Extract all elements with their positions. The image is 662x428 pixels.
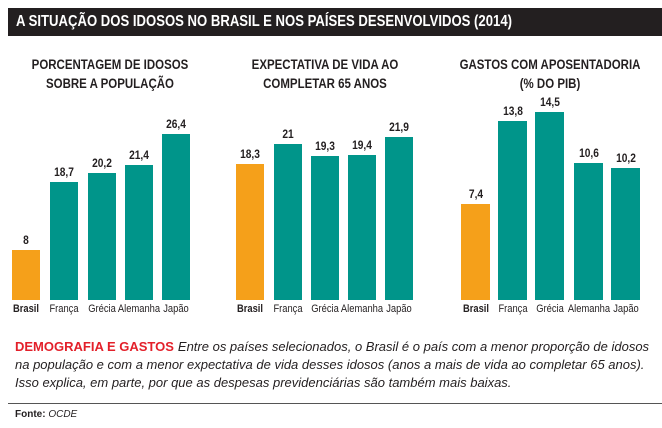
bar-frança [498,121,527,300]
category-label: Brasil [236,303,263,315]
chart-3-title: GASTOS COM APOSENTADORIA (% DO PIB) [457,55,644,93]
source-value: OCDE [48,409,78,420]
bar-grécia [311,156,339,300]
category-label: Japão [163,303,189,315]
data-label: 20,2 [92,155,112,170]
chart-1-title-line: PORCENTAGEM DE IDOSOS [31,57,189,72]
data-label: 10,2 [615,150,636,165]
title-bar: A SITUAÇÃO DOS IDOSOS NO BRASIL E NOS PA… [8,8,662,36]
data-label: 19,4 [352,138,372,153]
category-label: Brasil [12,303,39,315]
category-label: França [49,303,79,315]
note-heading: DEMOGRAFIA E GASTOS [15,339,174,354]
data-label: 21 [282,126,294,141]
category-label: Grécia [311,303,339,315]
data-label: 21,9 [389,119,409,134]
bar-brasil [236,163,264,300]
data-label: 18,3 [240,146,260,161]
data-label: 21,4 [129,148,149,163]
bar-grécia [535,112,564,300]
bar-frança [274,143,302,300]
chart-1-title-line: SOBRE A POPULAÇÃO [46,76,174,91]
data-label: 8 [23,232,29,247]
source: Fonte: OCDE [15,409,77,420]
category-label: Japão [386,303,412,315]
bar-brasil [461,204,490,300]
category-label: Alemanha [567,303,610,315]
bar-japão [611,167,640,300]
page-title: A SITUAÇÃO DOS IDOSOS NO BRASIL E NOS PA… [16,13,512,30]
bar-alemanha [574,162,603,300]
category-label: Japão [612,303,639,315]
chart-1-title: PORCENTAGEM DE IDOSOS SOBRE A POPULAÇÃO [17,55,204,93]
category-label: França [273,303,303,315]
category-label: Grécia [88,303,116,315]
bar-alemanha [125,165,153,300]
category-label: França [497,303,528,315]
bar-brasil [12,249,40,300]
bar-japão [162,133,190,300]
data-label: 19,3 [315,139,335,154]
chart-3-title-line: (% DO PIB) [519,76,581,91]
bar-frança [50,182,78,300]
chart-2-title-line: EXPECTATIVA DE VIDA AO [251,57,399,72]
category-label: Alemanha [117,303,161,315]
bar-grécia [88,172,116,300]
data-label: 13,8 [502,104,523,119]
bar-japão [385,136,413,300]
data-label: 14,5 [539,95,560,110]
category-label: Brasil [462,303,489,315]
chart-2-title-line: COMPLETAR 65 ANOS [263,76,387,91]
category-label: Alemanha [340,303,384,315]
data-label: 7,4 [468,187,483,202]
chart-3-title-line: GASTOS COM APOSENTADORIA [459,57,641,72]
source-label: Fonte: [15,409,46,420]
category-label: Grécia [535,303,564,315]
note-body: Entre os países selecionados, o Brasil é… [15,339,650,390]
data-label: 10,6 [578,145,599,160]
chart-2-title: EXPECTATIVA DE VIDA AO COMPLETAR 65 ANOS [232,55,419,93]
bar-alemanha [348,155,376,300]
data-label: 26,4 [166,116,186,131]
note-text: DEMOGRAFIA E GASTOS Entre os países selec… [15,338,660,392]
divider [8,403,662,404]
data-label: 18,7 [54,165,74,180]
